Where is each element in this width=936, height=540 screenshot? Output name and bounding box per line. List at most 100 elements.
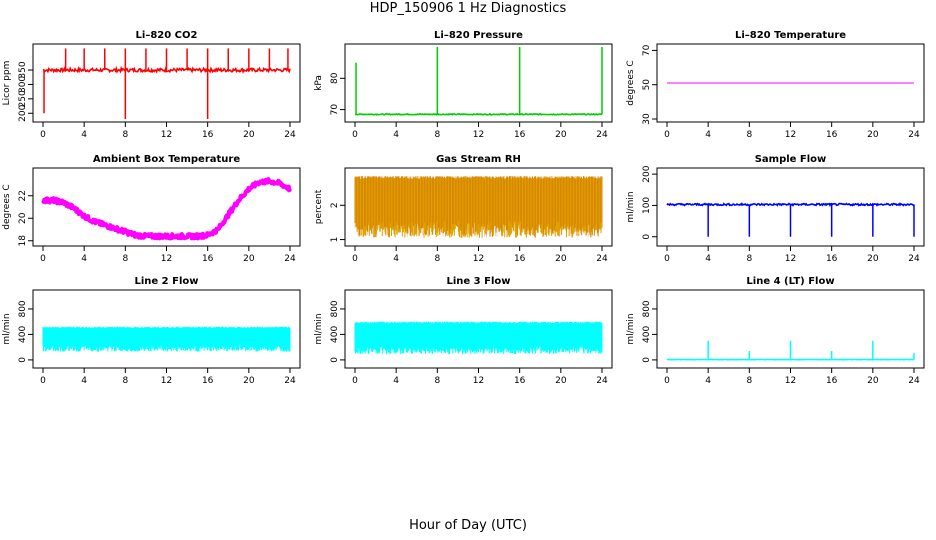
series-band <box>354 321 603 355</box>
y-tick-label: 800 <box>18 300 28 317</box>
x-tick-label: 4 <box>705 254 711 264</box>
y-tick-label: 0 <box>642 234 652 240</box>
panel-6: Line 2 Flow ml/min 0 4 8 12 16 20 24 0 400 800 <box>2 276 301 386</box>
x-tick-label: 12 <box>785 376 796 386</box>
y-tick-label: 30 <box>642 113 652 125</box>
x-tick-label: 16 <box>202 254 214 264</box>
y-tick-label: 0 <box>18 357 28 363</box>
y-tick-label: 1 <box>330 237 340 243</box>
y-tick-label: 70 <box>642 44 652 56</box>
x-tick-label: 8 <box>434 254 440 264</box>
x-tick-label: 20 <box>555 376 567 386</box>
x-tick-label: 0 <box>352 254 358 264</box>
y-axis-label: ml/min <box>314 313 324 344</box>
page-title: HDP_150906 1 Hz Diagnostics <box>369 1 567 16</box>
y-axis-label: degrees C <box>626 60 636 105</box>
x-tick-label: 20 <box>243 254 255 264</box>
panel-title: Line 3 Flow <box>447 276 511 287</box>
y-axis-label: ml/min <box>626 313 636 344</box>
x-tick-label: 0 <box>664 376 670 386</box>
x-tick-label: 4 <box>393 130 399 140</box>
y-tick-label: 350 <box>18 61 28 78</box>
series-line <box>355 112 602 116</box>
x-tick-label: 24 <box>596 130 608 140</box>
x-tick-label: 4 <box>705 376 711 386</box>
y-tick-label: 0 <box>330 357 340 363</box>
x-tick-label: 20 <box>555 130 567 140</box>
x-tick-label: 0 <box>352 376 358 386</box>
x-tick-label: 12 <box>473 254 484 264</box>
x-tick-label: 12 <box>473 376 484 386</box>
y-tick-label: 400 <box>18 326 28 343</box>
y-tick-label: 200 <box>642 165 652 182</box>
x-tick-label: 24 <box>284 254 296 264</box>
x-tick-label: 16 <box>514 130 526 140</box>
x-tick-label: 20 <box>555 254 567 264</box>
y-axis-label: kPa <box>314 75 324 91</box>
x-tick-label: 24 <box>908 130 920 140</box>
y-tick-label: 20 <box>18 212 28 224</box>
x-tick-label: 20 <box>867 376 879 386</box>
x-tick-label: 0 <box>664 254 670 264</box>
x-tick-label: 24 <box>284 130 296 140</box>
x-tick-label: 8 <box>122 376 128 386</box>
x-tick-label: 12 <box>473 130 484 140</box>
panel-0: Li–820 CO2 Licor ppm 0 4 8 12 16 20 24 2002503003… <box>2 30 301 140</box>
panel-title: Sample Flow <box>755 154 827 165</box>
x-tick-label: 20 <box>243 376 255 386</box>
x-tick-label: 16 <box>826 130 838 140</box>
x-tick-label: 12 <box>161 376 172 386</box>
panel-frame <box>344 43 613 123</box>
y-tick-label: 100 <box>642 197 652 214</box>
panel-title: Line 2 Flow <box>135 276 199 287</box>
x-tick-label: 16 <box>826 376 838 386</box>
x-tick-label: 8 <box>746 130 752 140</box>
x-tick-label: 12 <box>161 254 172 264</box>
y-tick-label: 80 <box>330 72 340 84</box>
x-tick-label: 0 <box>664 130 670 140</box>
x-tick-label: 24 <box>596 376 608 386</box>
x-tick-label: 16 <box>202 130 214 140</box>
series-line <box>41 177 292 241</box>
x-tick-label: 16 <box>514 376 526 386</box>
x-tick-label: 24 <box>908 254 920 264</box>
panel-title: Li–820 CO2 <box>136 30 198 41</box>
y-axis-label: ml/min <box>626 191 636 222</box>
y-tick-label: 70 <box>330 104 340 116</box>
y-axis-label: percent <box>314 189 324 224</box>
x-tick-label: 8 <box>434 130 440 140</box>
series-band-detail <box>354 176 603 238</box>
y-tick-label: 800 <box>330 300 340 317</box>
x-tick-label: 16 <box>514 254 526 264</box>
y-tick-label: 200 <box>18 104 28 121</box>
x-tick-label: 4 <box>81 376 87 386</box>
series-band <box>42 326 291 352</box>
x-tick-label: 8 <box>746 254 752 264</box>
y-axis-label: degrees C <box>2 184 12 229</box>
x-tick-label: 4 <box>393 376 399 386</box>
x-tick-label: 0 <box>352 130 358 140</box>
panel-title: Li–820 Pressure <box>434 30 523 41</box>
x-tick-label: 8 <box>434 376 440 386</box>
x-tick-label: 20 <box>867 254 879 264</box>
x-tick-label: 16 <box>202 376 214 386</box>
y-tick-label: 22 <box>18 190 28 201</box>
panel-7: Line 3 Flow ml/min 0 4 8 12 16 20 24 0 400 800 <box>314 276 613 386</box>
y-axis-label: Licor ppm <box>2 61 12 106</box>
panel-2: Li–820 Temperature degrees C 0 4 8 12 16 20 24 30… <box>626 30 925 140</box>
panel-3: Ambient Box Temperature degrees C 0 4 8 12 16 2… <box>2 154 301 264</box>
panel-title: Ambient Box Temperature <box>93 154 240 165</box>
y-axis-label: ml/min <box>2 313 12 344</box>
x-tick-label: 4 <box>81 130 87 140</box>
y-tick-label: 50 <box>642 79 652 91</box>
x-tick-label: 24 <box>908 376 920 386</box>
panel-1: Li–820 Pressure kPa 0 4 8 12 16 20 24 70 80 <box>314 30 613 140</box>
x-tick-label: 0 <box>40 376 46 386</box>
x-tick-label: 20 <box>867 130 879 140</box>
x-tick-label: 8 <box>122 130 128 140</box>
y-tick-label: 800 <box>642 300 652 317</box>
panel-title: Li–820 Temperature <box>735 30 846 41</box>
x-tick-label: 24 <box>284 376 296 386</box>
y-tick-label: 18 <box>18 235 28 247</box>
